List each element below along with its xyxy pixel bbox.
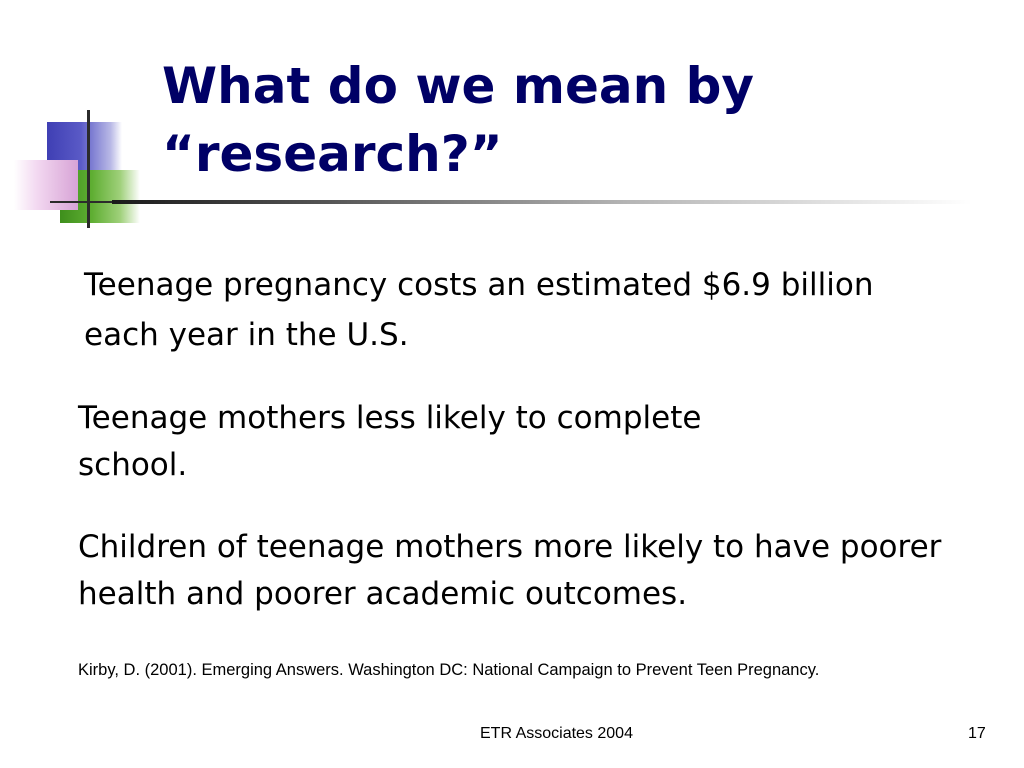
slide-title: What do we mean by “research?” (162, 57, 754, 183)
page-number: 17 (968, 725, 986, 742)
paragraph-cost: Teenage pregnancy costs an estimated $6.… (84, 267, 874, 353)
title-divider (112, 200, 972, 204)
decorative-vertical-line (87, 110, 90, 228)
paragraph-school: Teenage mothers less likely to complete … (78, 400, 702, 483)
citation: Kirby, D. (2001). Emerging Answers. Wash… (78, 661, 820, 679)
paragraph-children: Children of teenage mothers more likely … (78, 529, 942, 612)
footer-organization: ETR Associates 2004 (480, 725, 633, 742)
